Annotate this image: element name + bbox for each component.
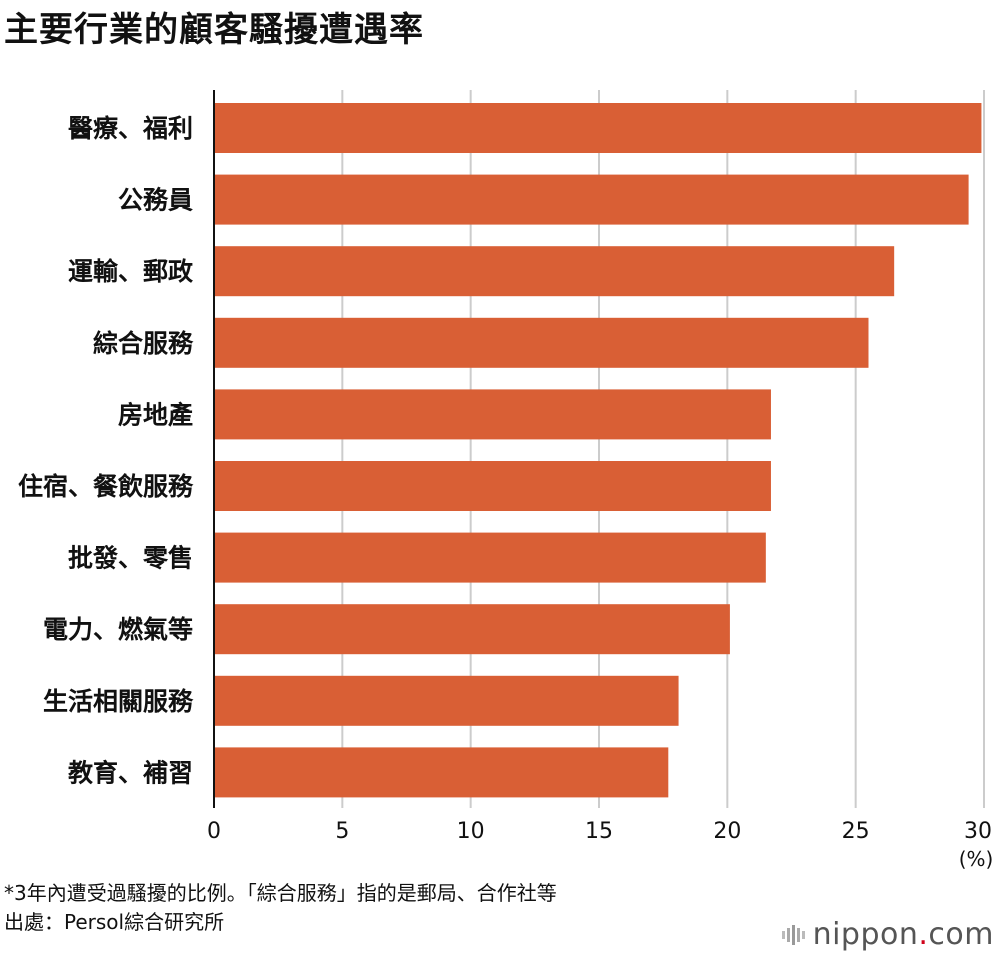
- bar: [214, 389, 771, 440]
- category-label: 住宿、餐飲服務: [18, 472, 194, 501]
- bar-chart: 醫療、福利公務員運輸、郵政綜合服務房地產住宿、餐飲服務批發、零售電力、燃氣等生活…: [18, 90, 994, 871]
- category-label: 公務員: [118, 186, 193, 215]
- x-tick-label: 20: [713, 819, 741, 844]
- category-label: 生活相關服務: [43, 687, 194, 716]
- source-note: 出處：Persol綜合研究所: [4, 910, 225, 934]
- tick-labels: 0 5 10 15 20 25 30: [207, 819, 992, 844]
- category-labels: 醫療、福利公務員運輸、郵政綜合服務房地產住宿、餐飲服務批發、零售電力、燃氣等生活…: [18, 114, 194, 787]
- x-tick-label: 25: [842, 819, 870, 844]
- category-label: 批發、零售: [68, 544, 193, 573]
- bar: [214, 532, 766, 583]
- bar: [214, 246, 895, 297]
- logo-name: nippon: [812, 917, 919, 952]
- bar: [214, 604, 730, 655]
- chart-title: 主要行業的顧客騷擾遭遇率: [4, 10, 424, 50]
- bar: [214, 675, 679, 726]
- x-tick-label: 15: [585, 819, 613, 844]
- footnote: *3年內遭受過騷擾的比例。「綜合服務」指的是郵局、合作社等: [4, 881, 557, 905]
- x-unit-label: (%): [959, 847, 994, 871]
- bar: [214, 103, 982, 153]
- category-label: 電力、燃氣等: [43, 615, 193, 644]
- bar: [214, 174, 969, 225]
- logo-suffix: com: [928, 917, 994, 952]
- bar: [214, 461, 771, 511]
- x-tick-label: 5: [335, 819, 349, 844]
- x-tick-label: 0: [207, 819, 221, 844]
- x-tick-label: 30: [964, 819, 992, 844]
- category-label: 醫療、福利: [68, 114, 193, 143]
- category-label: 房地產: [118, 400, 193, 429]
- bars: [214, 103, 982, 798]
- nippon-logo: nippon.com: [781, 917, 994, 952]
- category-label: 運輸、郵政: [68, 257, 194, 286]
- nippon-bars-icon: [781, 924, 805, 945]
- logo-dot: .: [918, 917, 929, 952]
- x-tick-label: 10: [457, 819, 485, 844]
- category-label: 教育、補習: [68, 758, 193, 787]
- bar: [214, 747, 669, 798]
- bar: [214, 317, 869, 368]
- category-label: 綜合服務: [93, 329, 194, 358]
